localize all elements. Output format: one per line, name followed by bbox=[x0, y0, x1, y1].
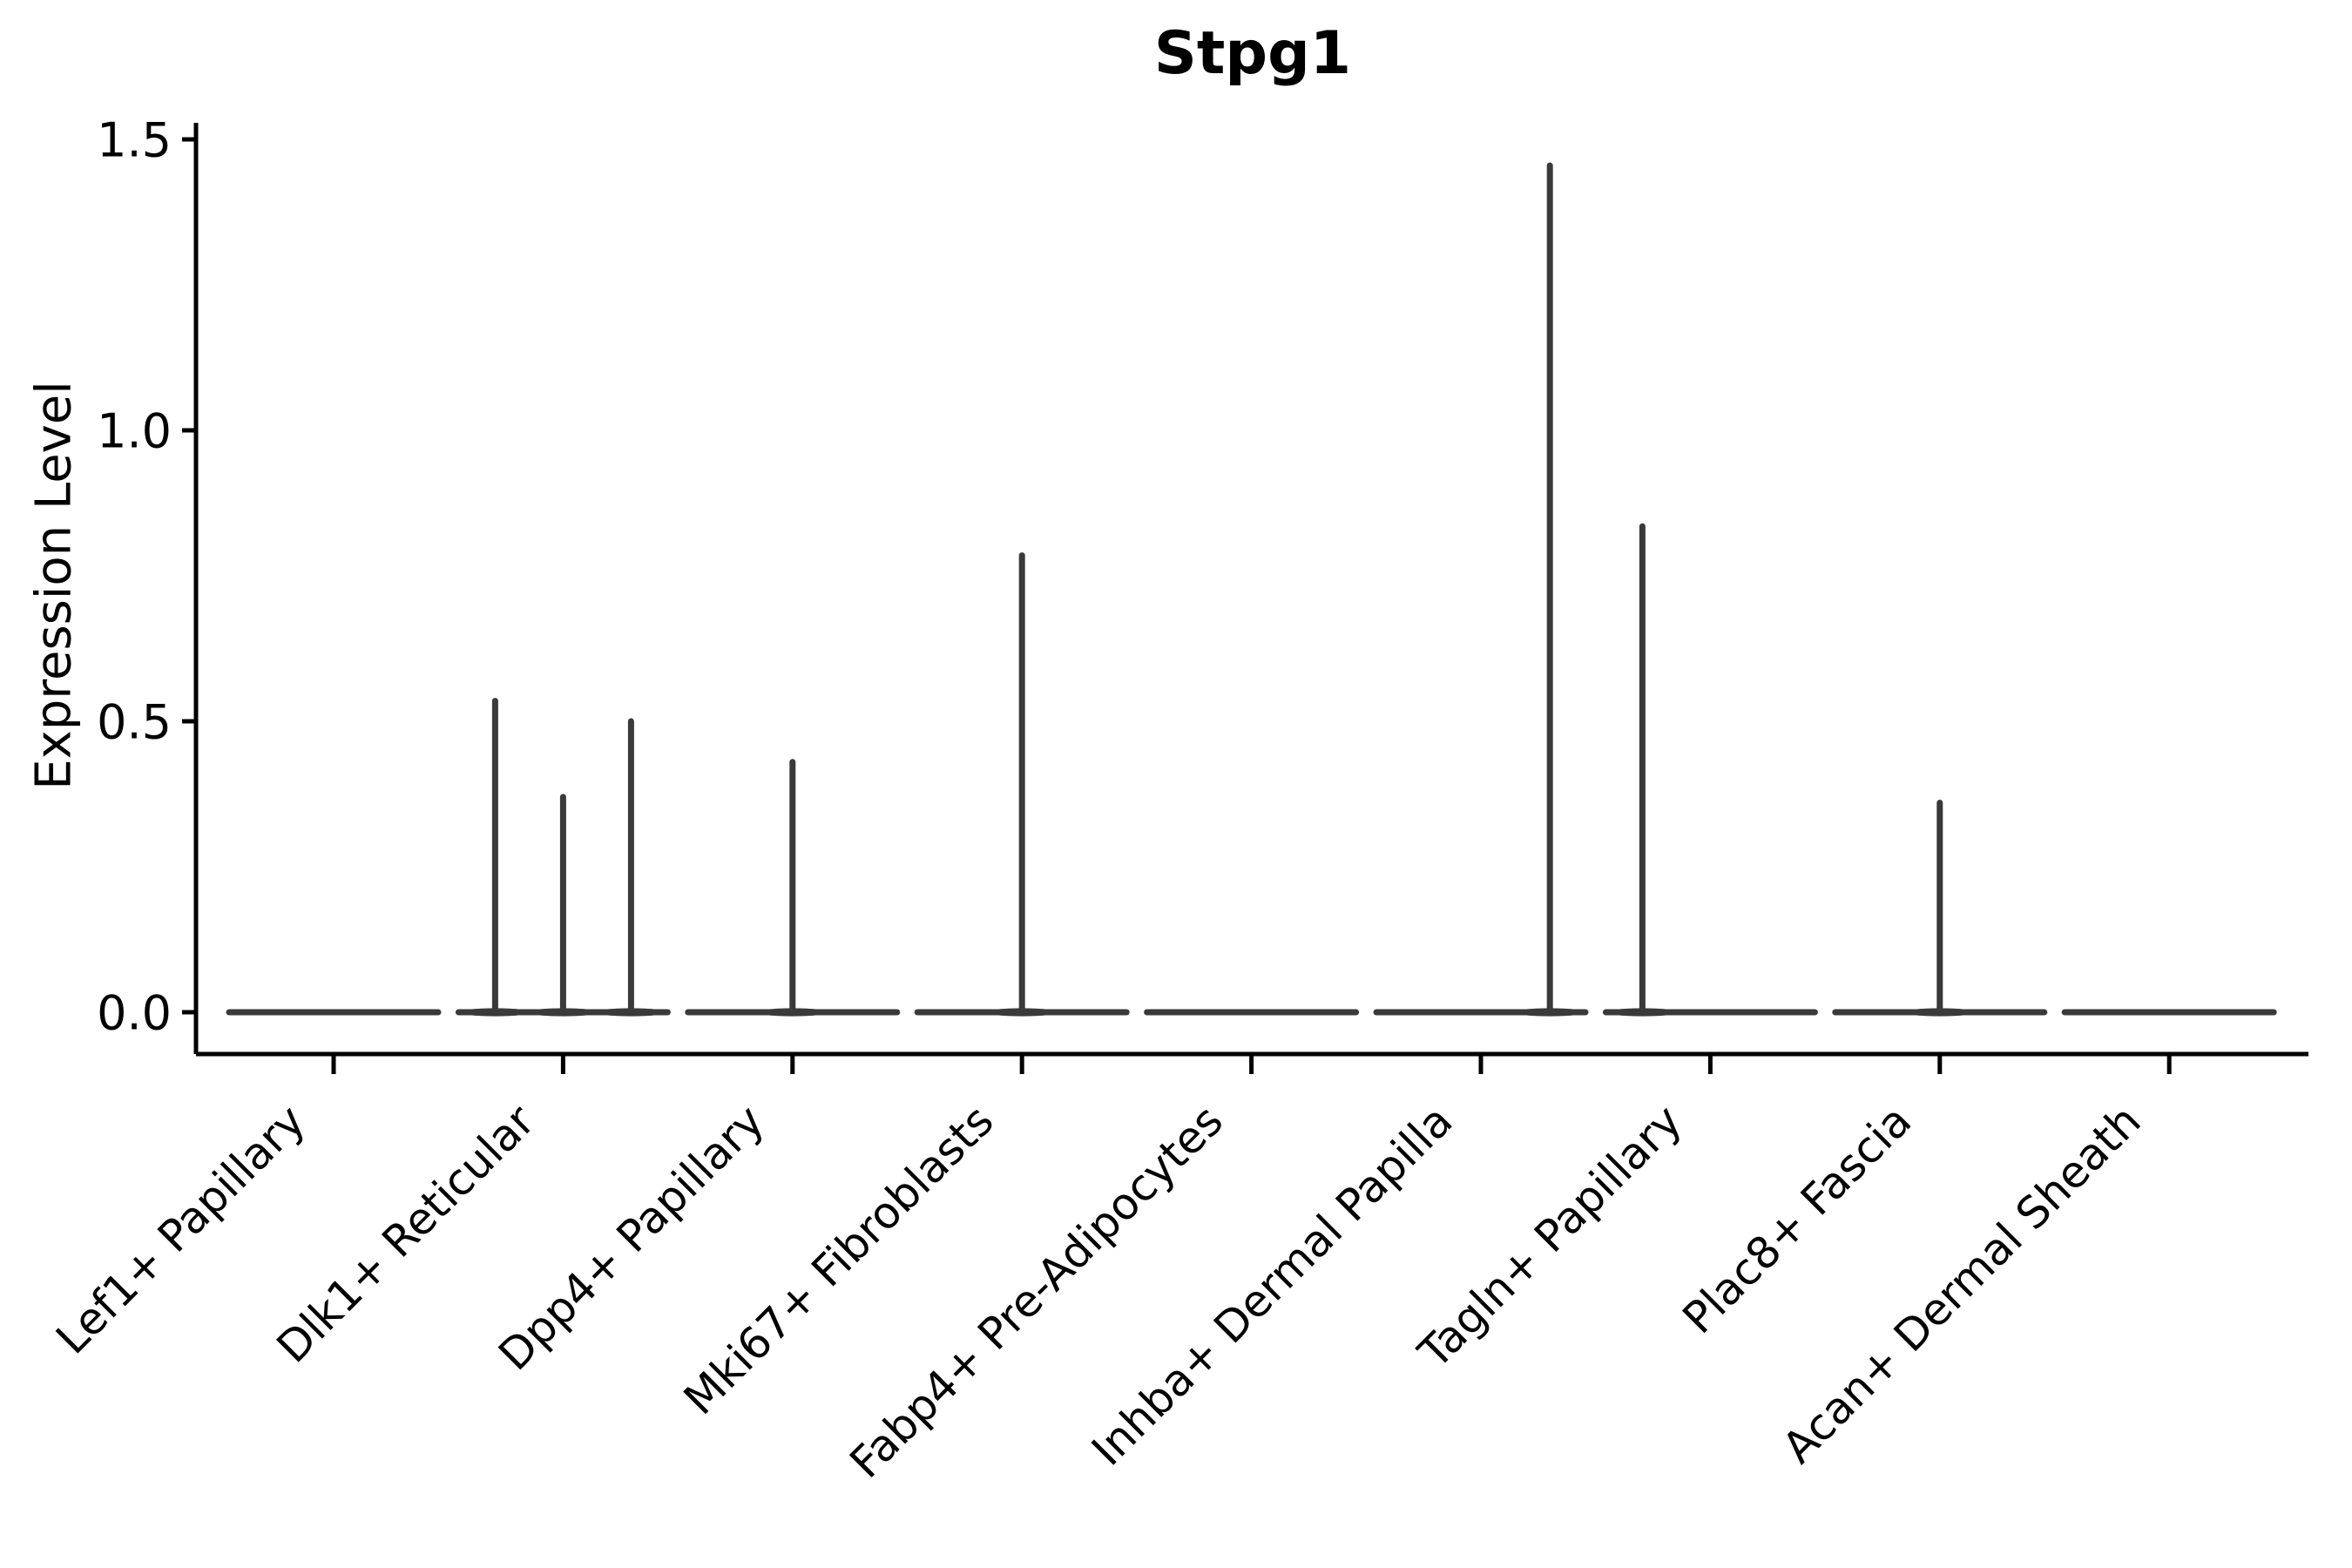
y-tick-label: 0.0 bbox=[97, 985, 172, 1040]
y-tick-label: 1.0 bbox=[97, 403, 172, 458]
violin-spike-base-swell bbox=[526, 1008, 600, 1017]
violin-spike-base-swell bbox=[1513, 1008, 1587, 1017]
violin-spike-base-swell bbox=[1903, 1008, 1977, 1017]
y-tick-label: 0.5 bbox=[97, 694, 172, 749]
x-tick-label: Fabp4+ Pre-Adipocytes bbox=[841, 1095, 1233, 1488]
x-tick-label: Lef1+ Papillary bbox=[46, 1095, 314, 1363]
violin-spike-base-swell bbox=[594, 1008, 668, 1017]
x-tick-label: Plac8+ Fascia bbox=[1673, 1095, 1922, 1343]
violin-spike-base-swell bbox=[985, 1008, 1059, 1017]
violin-spike-base-swell bbox=[755, 1008, 829, 1017]
chart-title: Stpg1 bbox=[1153, 19, 1352, 88]
y-tick-label: 1.5 bbox=[97, 112, 172, 167]
violin-spike-base-swell bbox=[458, 1008, 532, 1017]
violin-spike-base-swell bbox=[1605, 1008, 1680, 1017]
